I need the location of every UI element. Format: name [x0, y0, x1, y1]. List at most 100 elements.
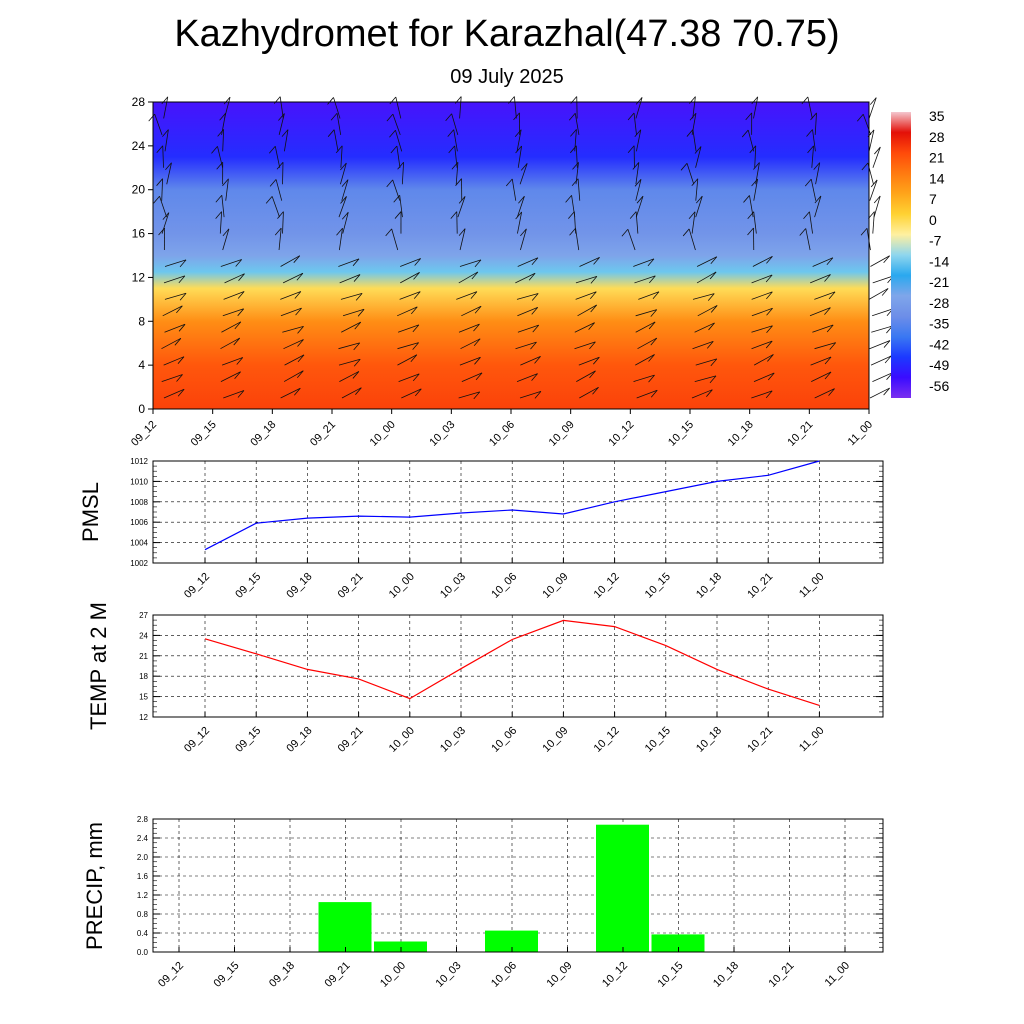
wind-barb-flag	[532, 324, 540, 333]
wind-barb	[459, 228, 466, 251]
wind-barb	[635, 97, 643, 119]
x-tick-label: 10_09	[540, 571, 570, 601]
wind-barb-flag	[873, 195, 881, 204]
wind-barb-flag	[412, 342, 419, 350]
wind-barb-flag	[688, 211, 696, 220]
wind-barb	[461, 305, 482, 317]
wind-barb	[451, 113, 459, 136]
wind-barb-flag	[353, 342, 361, 351]
wind-barb-flag	[234, 371, 241, 380]
wind-barb	[751, 291, 773, 300]
heatmap-panel: 0 4 8 12 16 20 24 28 09_12 09_15 09_18 09_21 10_00 1…	[129, 95, 949, 449]
wind-barb	[692, 96, 696, 119]
precip-panel: 0.0 0.4 0.8 1.2 1.6 2.0 2.4 2.8 09_12 09_15 09_18…	[82, 815, 884, 990]
wind-barb	[635, 309, 657, 317]
wind-barb-flag	[474, 305, 482, 314]
y-tick-label: 1.6	[137, 872, 149, 881]
wind-barb-flag	[268, 145, 276, 154]
x-tick-label: 09_12	[156, 960, 186, 990]
wind-barb-flag	[710, 256, 718, 264]
wind-barb-flag	[869, 97, 877, 105]
wind-barb-flag	[293, 255, 301, 263]
wind-barb	[872, 211, 875, 234]
wind-barb	[283, 129, 289, 152]
wind-barb-flag	[589, 341, 596, 350]
wind-barb	[458, 323, 480, 333]
wind-barb	[339, 274, 361, 284]
x-tick-label: 10_21	[785, 419, 815, 449]
wind-barb-flag	[410, 354, 418, 363]
wind-barb	[224, 273, 245, 284]
wind-barb-flag	[531, 257, 539, 266]
wind-barb-flag	[682, 228, 690, 237]
wind-barb	[872, 372, 893, 382]
wind-barb	[751, 274, 773, 284]
temp-y-label: TEMP at 2 M	[86, 602, 111, 730]
wind-barb-flag	[397, 162, 404, 170]
wind-barb-flag	[353, 274, 361, 282]
wind-barb	[637, 337, 657, 350]
precip-bar	[374, 941, 427, 952]
wind-barb	[274, 146, 281, 168]
wind-barb-flag	[874, 146, 881, 155]
wind-barb	[166, 162, 172, 185]
wind-barb-flag	[234, 321, 242, 330]
wind-barb-flag	[471, 271, 479, 280]
wind-barb-flag	[629, 211, 637, 219]
wind-barb-flag	[528, 272, 536, 281]
wind-barb	[397, 342, 419, 350]
wind-barb-flag	[824, 274, 831, 282]
wind-barb-flag	[766, 308, 773, 316]
colorbar-label: 0	[929, 212, 937, 228]
wind-barb	[635, 321, 656, 333]
wind-barb-flag	[165, 162, 172, 171]
wind-barb	[809, 211, 813, 234]
wind-barb	[392, 179, 401, 201]
wind-barb	[460, 338, 481, 350]
wind-barb-flag	[813, 162, 821, 170]
x-tick-label: 10_00	[378, 960, 408, 990]
wind-barb	[220, 259, 242, 267]
wind-barb-flag	[341, 179, 349, 187]
wind-barb-flag	[162, 129, 169, 137]
wind-barb	[400, 258, 421, 267]
wind-barb-flag	[861, 162, 869, 171]
wind-barb	[459, 356, 481, 366]
wind-barb-flag	[634, 179, 642, 187]
wind-barb	[815, 162, 821, 185]
wind-barb	[810, 356, 832, 366]
wind-barb	[751, 325, 773, 333]
wind-barb-flag	[474, 259, 482, 268]
wind-barb	[635, 162, 640, 185]
wind-barb-flag	[353, 358, 361, 367]
wind-barb-flag	[766, 325, 773, 334]
wind-barb-flag	[336, 227, 343, 236]
x-tick-label: 10_00	[387, 571, 417, 601]
wind-barb	[271, 196, 280, 218]
wind-barb-flag	[357, 309, 365, 317]
wind-barb-flag	[565, 195, 572, 203]
wind-barb-flag	[473, 338, 481, 347]
wind-barb	[516, 373, 538, 382]
wind-barb	[872, 275, 894, 284]
wind-barb-flag	[650, 337, 658, 346]
y-tick-label: 2.4	[137, 834, 149, 843]
wind-barb	[575, 228, 580, 251]
wind-barb	[340, 162, 347, 185]
pmsl-x-axis: 09_12 09_15 09_18 09_21 10_00 10_03 10_06 10_09…	[182, 558, 827, 601]
wind-barb	[338, 196, 347, 218]
wind-barb	[870, 355, 892, 366]
wind-barb	[399, 291, 421, 300]
wind-barb-flag	[652, 291, 660, 300]
wind-barb	[398, 373, 420, 382]
wind-barb-flag	[568, 211, 575, 219]
temp-panel: 12 15 18 21 24 27 09_12 09_15 09_18 09_21 10_00 10…	[86, 602, 884, 755]
wind-barb-flag	[709, 271, 717, 280]
wind-barb	[638, 291, 660, 300]
wind-barb	[225, 178, 229, 201]
wind-barb-flag	[814, 195, 822, 204]
x-tick-label: 10_18	[711, 960, 741, 990]
wind-barb	[163, 388, 185, 399]
wind-barb	[694, 322, 715, 333]
wind-barb	[753, 372, 775, 382]
